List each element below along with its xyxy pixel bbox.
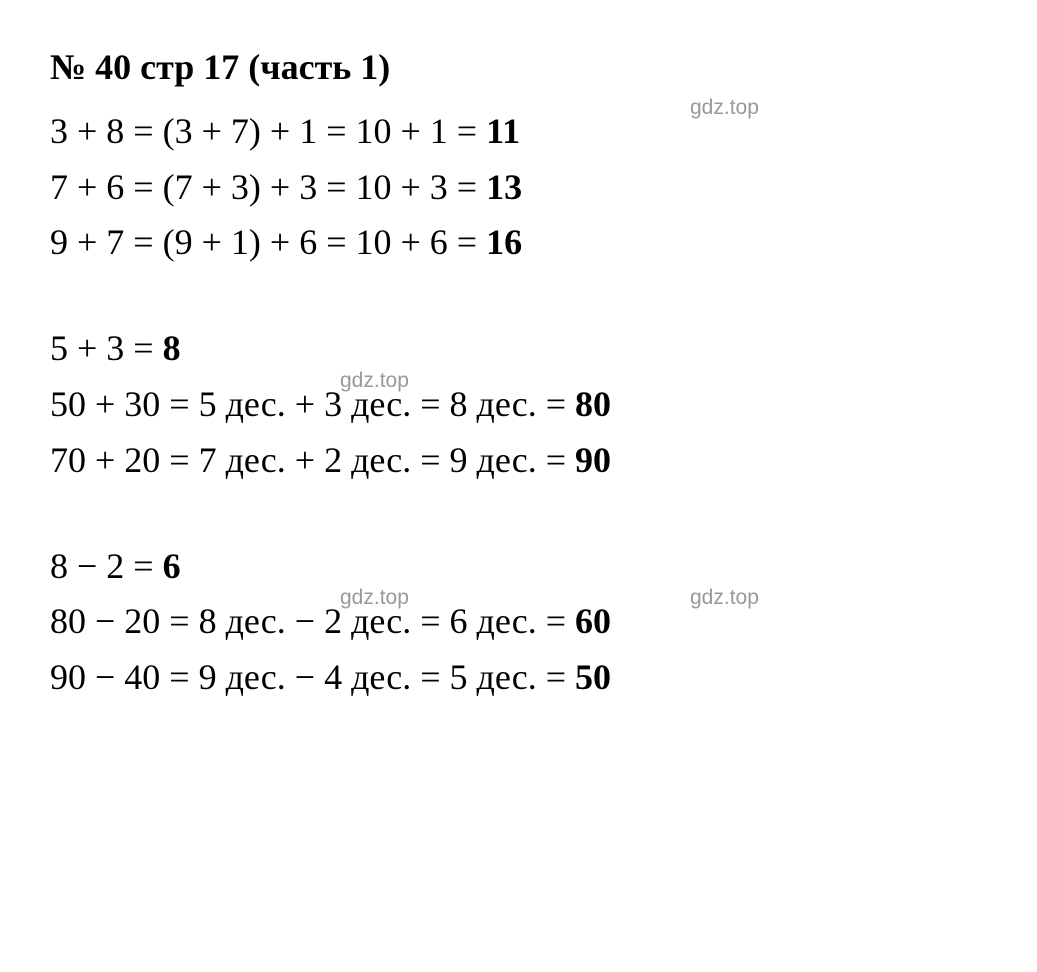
watermark-text: gdz.top <box>340 365 409 398</box>
equation-text: 80 − 20 = 8 дес. − 2 дес. = 6 дес. = <box>50 601 575 641</box>
equation-result: 90 <box>575 440 611 480</box>
watermark-text: gdz.top <box>690 92 759 125</box>
equation-result: 16 <box>486 222 522 262</box>
equation-block: 5 + 3 = 850 + 30 = 5 дес. + 3 дес. = 8 д… <box>50 321 987 488</box>
equation-line: 9 + 7 = (9 + 1) + 6 = 10 + 6 = 16 <box>50 215 987 271</box>
equation-text: 5 + 3 = <box>50 328 163 368</box>
equation-text: 90 − 40 = 9 дес. − 4 дес. = 5 дес. = <box>50 657 575 697</box>
equation-result: 80 <box>575 384 611 424</box>
equation-text: 3 + 8 = (3 + 7) + 1 = 10 + 1 = <box>50 111 486 151</box>
document-content: № 40 стр 17 (часть 1) 3 + 8 = (3 + 7) + … <box>50 40 987 706</box>
equation-result: 60 <box>575 601 611 641</box>
equation-result: 6 <box>163 546 181 586</box>
equation-block: 3 + 8 = (3 + 7) + 1 = 10 + 1 = 11gdz.top… <box>50 104 987 271</box>
page-title: № 40 стр 17 (часть 1) <box>50 40 987 96</box>
equation-result: 11 <box>486 111 520 151</box>
equation-line: 7 + 6 = (7 + 3) + 3 = 10 + 3 = 13 <box>50 160 987 216</box>
equation-block: 8 − 2 = 680 − 20 = 8 дес. − 2 дес. = 6 д… <box>50 539 987 706</box>
equation-line: 5 + 3 = 8 <box>50 321 987 377</box>
equation-line: 80 − 20 = 8 дес. − 2 дес. = 6 дес. = 60g… <box>50 594 987 650</box>
equation-result: 8 <box>163 328 181 368</box>
equation-text: 70 + 20 = 7 дес. + 2 дес. = 9 дес. = <box>50 440 575 480</box>
equation-line: 3 + 8 = (3 + 7) + 1 = 10 + 1 = 11gdz.top <box>50 104 987 160</box>
equation-text: 7 + 6 = (7 + 3) + 3 = 10 + 3 = <box>50 167 486 207</box>
equation-result: 50 <box>575 657 611 697</box>
equation-text: 50 + 30 = 5 дес. + 3 дес. = 8 дес. = <box>50 384 575 424</box>
equation-text: 8 − 2 = <box>50 546 163 586</box>
watermark-text: gdz.top <box>690 582 759 615</box>
watermark-text: gdz.top <box>340 582 409 615</box>
blocks-container: 3 + 8 = (3 + 7) + 1 = 10 + 1 = 11gdz.top… <box>50 104 987 706</box>
equation-line: 90 − 40 = 9 дес. − 4 дес. = 5 дес. = 50 <box>50 650 987 706</box>
equation-line: 50 + 30 = 5 дес. + 3 дес. = 8 дес. = 80g… <box>50 377 987 433</box>
equation-result: 13 <box>486 167 522 207</box>
equation-line: 8 − 2 = 6 <box>50 539 987 595</box>
equation-text: 9 + 7 = (9 + 1) + 6 = 10 + 6 = <box>50 222 486 262</box>
equation-line: 70 + 20 = 7 дес. + 2 дес. = 9 дес. = 90 <box>50 433 987 489</box>
